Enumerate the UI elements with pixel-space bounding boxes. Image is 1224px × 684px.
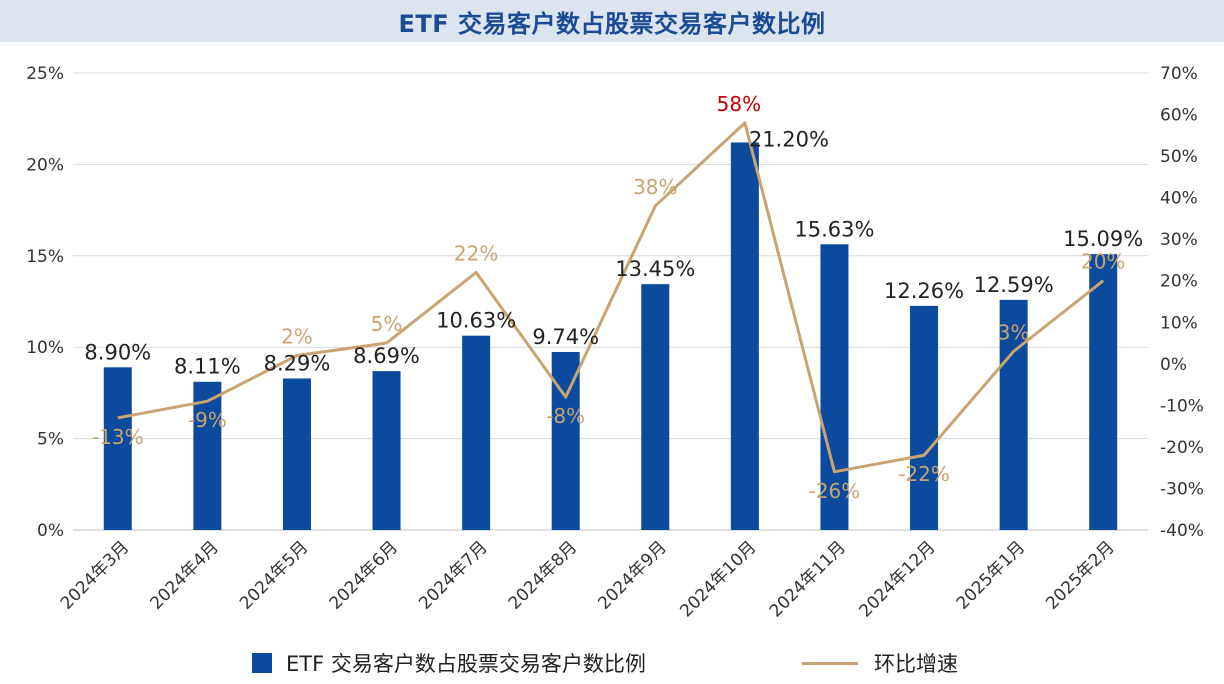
y-left-tick-label: 0%	[37, 521, 64, 541]
legend-label-line: 环比增速	[874, 652, 958, 676]
line-data-label: 22%	[454, 241, 498, 265]
x-tick-label: 2025年1月	[953, 537, 1029, 613]
line-data-label: -22%	[898, 462, 950, 486]
y-right-tick-label: 20%	[1160, 272, 1198, 292]
line-data-label: 20%	[1081, 250, 1125, 274]
bar-data-label: 9.74%	[532, 325, 599, 349]
y-right-tick-label: 70%	[1160, 64, 1198, 84]
line-data-label: 38%	[633, 175, 677, 199]
bar	[282, 378, 311, 530]
x-tick-label: 2024年7月	[415, 537, 491, 613]
y-left-tick-label: 10%	[26, 338, 64, 358]
y-right-tick-label: -20%	[1160, 438, 1204, 458]
y-right-tick-label: -10%	[1160, 396, 1204, 416]
line-series	[117, 121, 1105, 474]
x-tick-label: 2024年4月	[146, 537, 222, 613]
x-tick-label: 2024年12月	[855, 537, 939, 621]
y-left-tick-label: 20%	[26, 155, 64, 175]
y-left-tick-label: 25%	[26, 64, 64, 84]
bar	[730, 142, 759, 531]
x-tick-label: 2024年9月	[594, 537, 670, 613]
x-tick-label: 2024年8月	[505, 537, 581, 613]
bar-data-label: 8.69%	[353, 344, 420, 368]
bar-data-label: 8.11%	[174, 355, 241, 379]
legend-item-line: 环比增速	[802, 648, 958, 678]
line-data-label: 58%	[717, 92, 761, 116]
line-data-label: -9%	[188, 408, 227, 432]
bar	[641, 284, 670, 530]
x-tick-label: 2024年3月	[57, 537, 133, 613]
y-right-tick-label: -30%	[1160, 479, 1204, 499]
bar	[372, 371, 401, 530]
title-band: ETF 交易客户数占股票交易客户数比例	[0, 0, 1224, 42]
y-right-tick-label: 40%	[1160, 189, 1198, 209]
bar	[820, 244, 849, 530]
bar-data-label: 12.26%	[884, 279, 964, 303]
chart-area: 0% 5% 10% 15% 20% 25% -40% -30% -20% -10% 0% 10% 20%…	[26, 64, 1204, 621]
bar-data-label: 21.20%	[749, 127, 829, 151]
bar-data-label: 13.45%	[615, 257, 695, 281]
x-tick-label: 2024年11月	[766, 537, 850, 621]
y-right-tick-label: 10%	[1160, 313, 1198, 333]
legend: ETF 交易客户数占股票交易客户数比例 环比增速	[0, 644, 1224, 678]
legend-swatch-line	[802, 661, 858, 665]
legend-item-bar: ETF 交易客户数占股票交易客户数比例	[252, 648, 646, 678]
chart-title: ETF 交易客户数占股票交易客户数比例	[398, 9, 826, 38]
line-data-label: -8%	[546, 404, 585, 428]
y-left-tick-label: 5%	[37, 430, 64, 450]
bar-data-label: 15.09%	[1063, 227, 1143, 251]
y-right-tick-label: 50%	[1160, 147, 1198, 167]
y-right-tick-label: 30%	[1160, 230, 1198, 250]
line-data-label: 2%	[281, 325, 313, 349]
y-right-tick-label: 60%	[1160, 106, 1198, 126]
x-tick-label: 2025年2月	[1042, 537, 1118, 613]
y-right-tick-label: -40%	[1160, 521, 1204, 541]
bar-data-label: 10.63%	[436, 309, 516, 333]
bar-data-label: 8.29%	[264, 351, 331, 375]
bar	[1089, 254, 1118, 531]
x-tick-label: 2024年6月	[326, 537, 402, 613]
legend-label-bar: ETF 交易客户数占股票交易客户数比例	[286, 652, 646, 676]
y-right-tick-label: 0%	[1160, 355, 1187, 375]
line-data-label: 3%	[998, 320, 1030, 344]
bar	[910, 305, 939, 530]
x-tick-label: 2024年5月	[236, 537, 312, 613]
bar	[462, 335, 491, 530]
legend-swatch-bar	[252, 653, 272, 673]
line-data-label: -13%	[92, 425, 144, 449]
bar	[999, 299, 1028, 530]
x-tick-label: 2024年10月	[676, 537, 760, 621]
line-data-label: -26%	[809, 479, 861, 503]
line-data-label: 5%	[371, 312, 403, 336]
bar-data-label: 15.63%	[794, 217, 874, 241]
bar	[193, 381, 222, 530]
bar	[103, 367, 132, 530]
bar-data-label: 8.90%	[84, 340, 151, 364]
bar-data-label: 12.59%	[974, 273, 1054, 297]
y-left-tick-label: 15%	[26, 247, 64, 267]
